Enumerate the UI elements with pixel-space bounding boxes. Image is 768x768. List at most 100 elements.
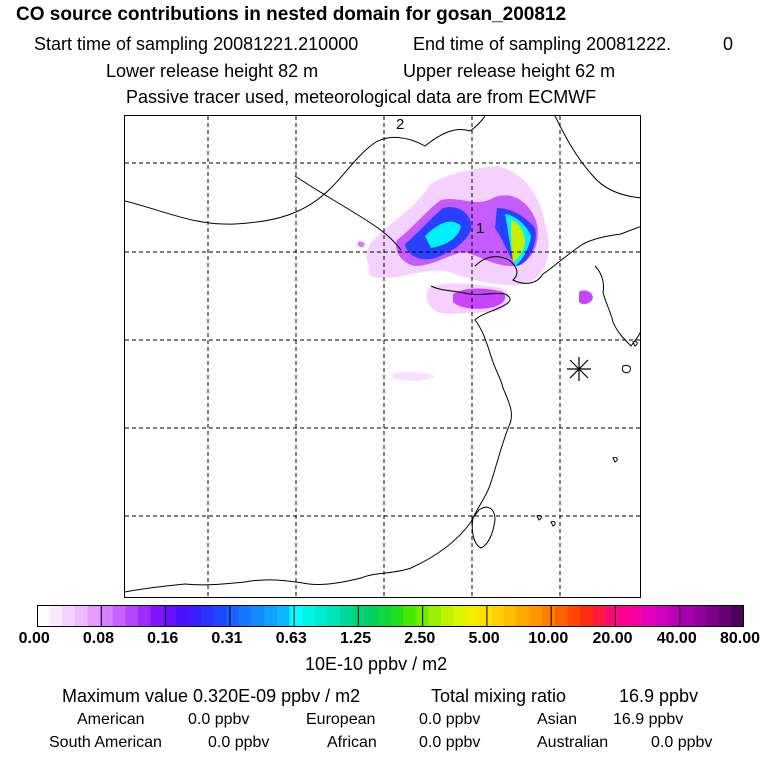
receptor-asterisk-icon: [567, 357, 591, 381]
colorbar-cell: [441, 605, 455, 627]
american-value: 0.0 ppbv: [188, 711, 250, 728]
australian-value: 0.0 ppbv: [651, 734, 713, 751]
colorbar-cell: [655, 605, 669, 627]
colorbar-cell: [529, 605, 543, 627]
map-canvas: 1 2: [125, 116, 640, 597]
colorbar-cell: [718, 605, 732, 627]
colorbar-tick-label: 40.00: [656, 630, 697, 647]
colorbar-tick-label: 0.31: [211, 630, 243, 647]
tracer-info: Passive tracer used, meteorological data…: [126, 87, 597, 107]
coastline-northeast: [554, 116, 640, 199]
colorbar-cell: [453, 605, 467, 627]
coastlines: [125, 116, 640, 593]
plot-title: CO source contributions in nested domain…: [16, 4, 567, 25]
colorbar-cell: [592, 605, 606, 627]
south-american-label: South American: [49, 734, 162, 751]
european-value: 0.0 ppbv: [419, 711, 481, 728]
colorbar-cell: [466, 605, 480, 627]
colorbar-cell: [87, 605, 101, 627]
coastline-shandong: [125, 285, 512, 593]
colorbar-cell: [706, 605, 720, 627]
colorbar-cell: [542, 605, 556, 627]
colorbar-cell: [478, 605, 493, 627]
colorbar-cell: [579, 605, 594, 627]
plume-south-core: [453, 288, 506, 309]
coastline-bohai: [474, 226, 640, 284]
maximum-value: Maximum value 0.320E-09 ppbv / m2: [62, 686, 361, 706]
island-3: [612, 457, 618, 463]
colorbar-cell: [680, 605, 695, 627]
asian-label: Asian: [537, 711, 578, 728]
lower-release-height: Lower release height 82 m: [106, 61, 319, 81]
colorbar-tick-label: 0.16: [147, 630, 179, 647]
plume-korea: [579, 290, 593, 305]
colorbar-cell: [314, 605, 328, 627]
colorbar-cell: [213, 605, 227, 627]
colorbar-cell: [264, 605, 278, 627]
colorbar-cell: [188, 605, 202, 627]
colorbar-cell: [251, 605, 265, 627]
upper-release-height: Upper release height 62 m: [403, 61, 616, 81]
colorbar-cell: [504, 605, 518, 627]
plume-peak: [511, 220, 525, 262]
american-label: American: [77, 711, 145, 728]
plume-west-patch: [369, 267, 387, 279]
colorbar-cell: [175, 605, 190, 627]
colorbar-cell: [668, 605, 682, 627]
colorbar-tick-label: 1.25: [340, 630, 372, 647]
colorbar-cell: [491, 605, 505, 627]
colorbar-cell: [377, 605, 392, 627]
asian-value: 16.9 ppbv: [613, 711, 684, 728]
colorbar-cell: [302, 605, 316, 627]
colorbar-cell: [403, 605, 417, 627]
island-2: [550, 521, 556, 527]
colorbar-cell: [150, 605, 164, 627]
colorbar-cell: [365, 605, 379, 627]
colorbar-tick-label: 0.63: [275, 630, 307, 647]
colorbar-cell: [201, 605, 215, 627]
colorbar-cell: [617, 605, 631, 627]
map-panel: 1 2: [124, 115, 641, 598]
colorbar-cell: [276, 605, 291, 627]
colorbar-cell: [340, 605, 354, 627]
colorbar-cell: [74, 605, 89, 627]
colorbar-cell: [390, 605, 404, 627]
colorbar-cell: [112, 605, 126, 627]
colorbar-cell: [554, 605, 568, 627]
colorbar-tick-label: 5.00: [468, 630, 500, 647]
colorbar-cell: [239, 605, 253, 627]
colorbar-cell: [643, 605, 657, 627]
colorbar-tick-label: 0.00: [18, 630, 50, 647]
african-value: 0.0 ppbv: [419, 734, 481, 751]
start-time-label: Start time of sampling 20081221.210000: [34, 34, 359, 54]
colorbar: [37, 605, 744, 627]
plume-core-west-inner: [425, 221, 461, 248]
trajectory-label-1: 1: [476, 220, 484, 237]
colorbar-cell: [693, 605, 707, 627]
colorbar-tick-label: 2.50: [404, 630, 436, 647]
end-time-label: End time of sampling 20081222.: [413, 34, 672, 54]
african-label: African: [327, 734, 377, 751]
colorbar-cell: [226, 605, 240, 627]
island-taiwan: [471, 506, 496, 549]
colorbar-cell: [49, 605, 63, 627]
colorbar-tick-label: 80.00: [720, 630, 761, 647]
trajectory-label-2: 2: [396, 116, 404, 133]
colorbar-cell: [289, 605, 303, 627]
colorbar-tick-label: 20.00: [592, 630, 633, 647]
colorbar-cell: [605, 605, 619, 627]
island-jeju: [622, 365, 632, 374]
total-mixing-label: Total mixing ratio: [431, 686, 567, 706]
lat-lon-grid: [125, 116, 640, 597]
colorbar-cell: [125, 605, 139, 627]
colorbar-units: 10E-10 ppbv / m2: [305, 654, 448, 674]
colorbar-cell: [630, 605, 644, 627]
colorbar-cell: [138, 605, 152, 627]
plume-contours: [357, 166, 593, 381]
colorbar-cell: [352, 605, 366, 627]
plume-speck: [357, 241, 365, 248]
south-american-value: 0.0 ppbv: [208, 734, 270, 751]
colorbar-cell: [428, 605, 442, 627]
end-time-value: 0: [723, 34, 734, 54]
colorbar-cell: [37, 605, 51, 627]
